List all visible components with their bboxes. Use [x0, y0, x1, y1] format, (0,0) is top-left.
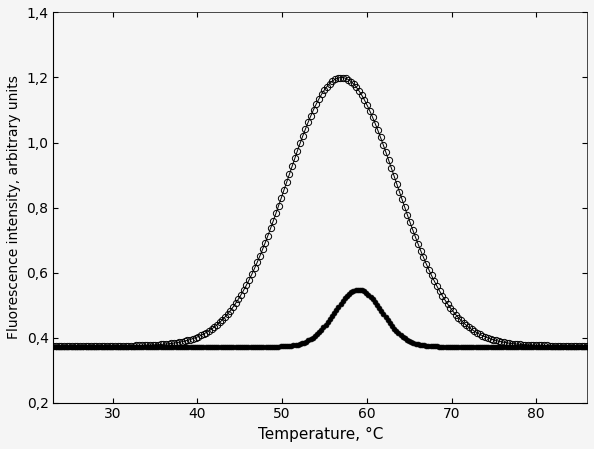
X-axis label: Temperature, °C: Temperature, °C — [258, 427, 383, 442]
Y-axis label: Fluorescence intensity, arbitrary units: Fluorescence intensity, arbitrary units — [7, 75, 21, 339]
